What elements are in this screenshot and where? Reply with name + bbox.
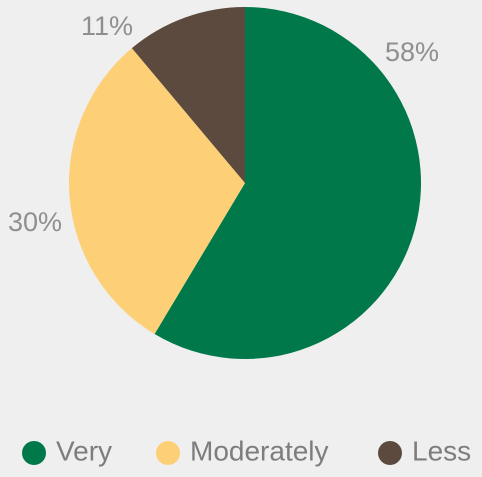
legend-label: Very — [56, 435, 112, 466]
legend-label: Less — [412, 435, 471, 466]
legend-swatch — [378, 441, 402, 465]
data-label: 11% — [81, 11, 133, 41]
legend-swatch — [22, 441, 46, 465]
legend-label: Moderately — [190, 435, 329, 466]
pie-slice — [154, 7, 422, 359]
legend-swatch — [156, 441, 180, 465]
data-label: 58% — [385, 37, 439, 67]
pie-slice — [68, 48, 245, 335]
pie-slice — [131, 7, 245, 183]
data-label: 30% — [8, 207, 62, 237]
